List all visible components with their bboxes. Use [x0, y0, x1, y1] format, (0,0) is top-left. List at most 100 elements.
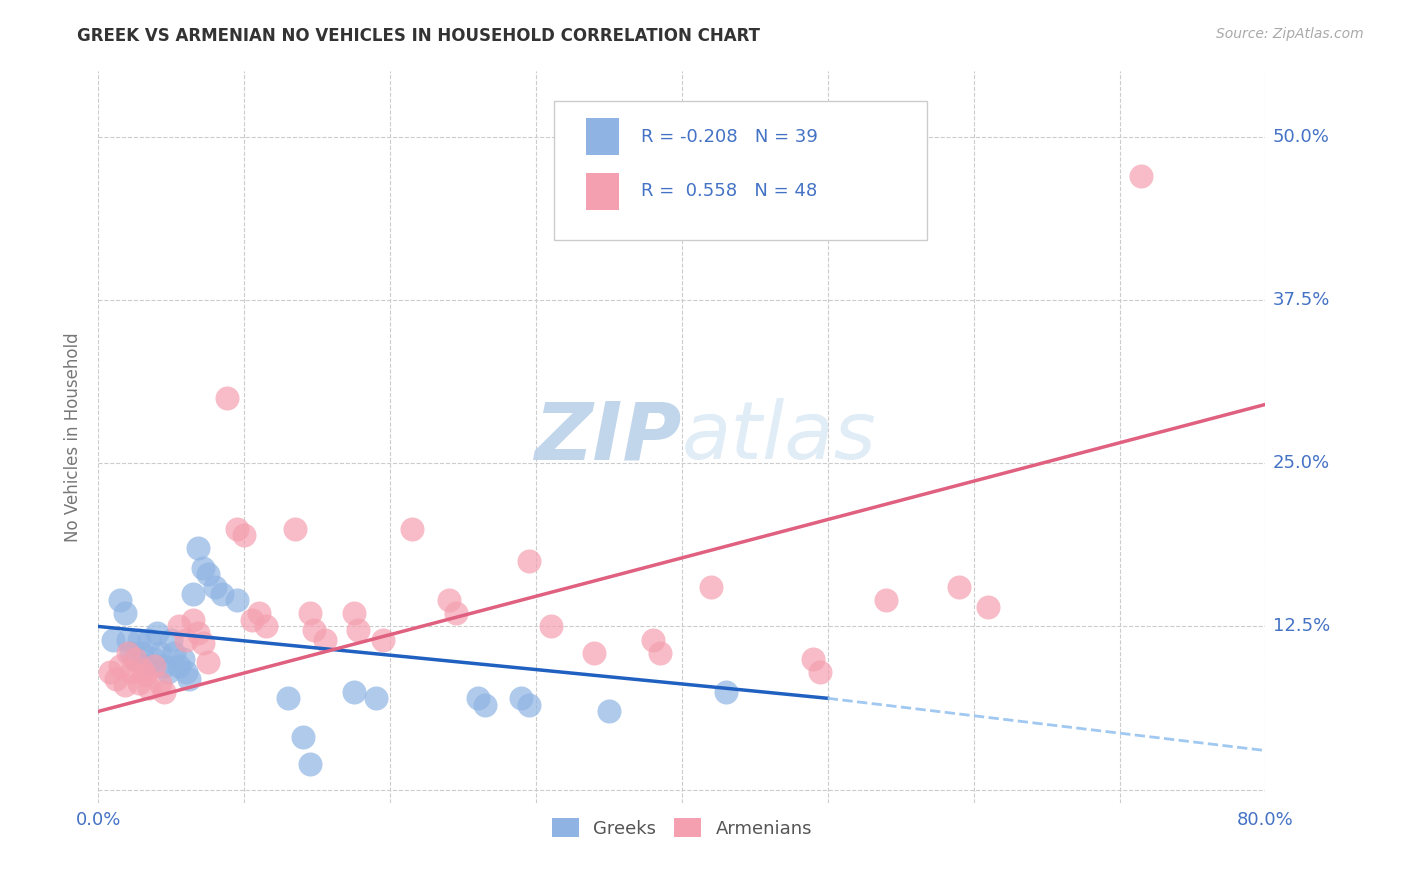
Text: GREEK VS ARMENIAN NO VEHICLES IN HOUSEHOLD CORRELATION CHART: GREEK VS ARMENIAN NO VEHICLES IN HOUSEHO…: [77, 27, 761, 45]
Point: [110, 593, 132, 607]
Point: [343, 607, 366, 621]
Point: [117, 646, 139, 660]
Point: [131, 663, 153, 677]
Point: [181, 613, 204, 627]
Point: [437, 593, 460, 607]
Text: Source: ZipAtlas.com: Source: ZipAtlas.com: [1216, 27, 1364, 41]
Point: [131, 646, 153, 660]
Point: [134, 658, 156, 673]
Point: [314, 632, 336, 647]
Point: [120, 665, 142, 680]
Point: [304, 624, 326, 638]
Point: [284, 521, 307, 535]
Point: [110, 658, 132, 673]
Point: [187, 541, 209, 555]
Point: [128, 675, 150, 690]
Text: atlas: atlas: [682, 398, 877, 476]
Point: [641, 632, 664, 647]
Point: [517, 698, 540, 712]
Point: [714, 685, 737, 699]
Point: [948, 580, 970, 594]
Text: 25.0%: 25.0%: [1272, 454, 1330, 472]
Point: [247, 607, 270, 621]
Y-axis label: No Vehicles in Household: No Vehicles in Household: [65, 332, 83, 542]
Point: [401, 521, 423, 535]
Point: [298, 607, 321, 621]
Point: [510, 691, 533, 706]
Point: [174, 665, 197, 680]
Point: [467, 691, 489, 706]
Point: [977, 599, 1000, 614]
Text: ZIP: ZIP: [534, 398, 682, 476]
Point: [177, 672, 200, 686]
Point: [149, 646, 172, 660]
Point: [160, 632, 183, 647]
Point: [277, 691, 299, 706]
Point: [204, 580, 226, 594]
Point: [583, 646, 606, 660]
Bar: [586, 118, 619, 155]
Point: [138, 632, 160, 647]
Point: [146, 626, 169, 640]
Point: [167, 619, 190, 633]
Point: [801, 652, 824, 666]
Point: [197, 567, 219, 582]
Point: [172, 652, 194, 666]
Point: [540, 619, 562, 633]
Point: [153, 685, 176, 699]
Point: [120, 646, 142, 660]
Point: [291, 731, 314, 745]
Text: R =  0.558   N = 48: R = 0.558 N = 48: [641, 182, 817, 200]
Point: [598, 705, 620, 719]
Point: [174, 632, 197, 647]
Point: [134, 667, 156, 682]
Point: [138, 681, 160, 695]
Point: [114, 607, 136, 621]
Point: [117, 632, 139, 647]
Point: [114, 678, 136, 692]
Point: [226, 593, 249, 607]
Point: [211, 587, 233, 601]
Text: 12.5%: 12.5%: [1272, 617, 1330, 635]
Point: [157, 665, 180, 680]
Point: [233, 528, 256, 542]
Point: [101, 632, 124, 647]
Point: [517, 554, 540, 568]
Point: [142, 652, 165, 666]
Point: [193, 560, 215, 574]
Point: [167, 658, 190, 673]
Point: [700, 580, 723, 594]
Point: [124, 652, 146, 666]
Legend: Greeks, Armenians: Greeks, Armenians: [544, 811, 820, 845]
Point: [163, 646, 186, 660]
Text: 50.0%: 50.0%: [1272, 128, 1330, 145]
Point: [215, 391, 238, 405]
Point: [810, 665, 832, 680]
Text: 37.5%: 37.5%: [1272, 291, 1330, 309]
Point: [181, 587, 204, 601]
Point: [128, 632, 150, 647]
Point: [153, 658, 176, 673]
Point: [197, 655, 219, 669]
Point: [474, 698, 496, 712]
Point: [298, 756, 321, 771]
Text: R = -0.208   N = 39: R = -0.208 N = 39: [641, 128, 818, 145]
Point: [124, 652, 146, 666]
Point: [142, 658, 165, 673]
FancyBboxPatch shape: [554, 101, 927, 240]
Point: [875, 593, 897, 607]
Point: [98, 665, 121, 680]
Point: [364, 691, 387, 706]
Bar: [586, 172, 619, 210]
Point: [1130, 169, 1153, 183]
Point: [648, 646, 671, 660]
Point: [347, 624, 370, 638]
Point: [343, 685, 366, 699]
Point: [193, 636, 215, 650]
Point: [371, 632, 394, 647]
Point: [254, 619, 277, 633]
Point: [104, 672, 127, 686]
Point: [240, 613, 263, 627]
Point: [149, 675, 172, 690]
Point: [187, 626, 209, 640]
